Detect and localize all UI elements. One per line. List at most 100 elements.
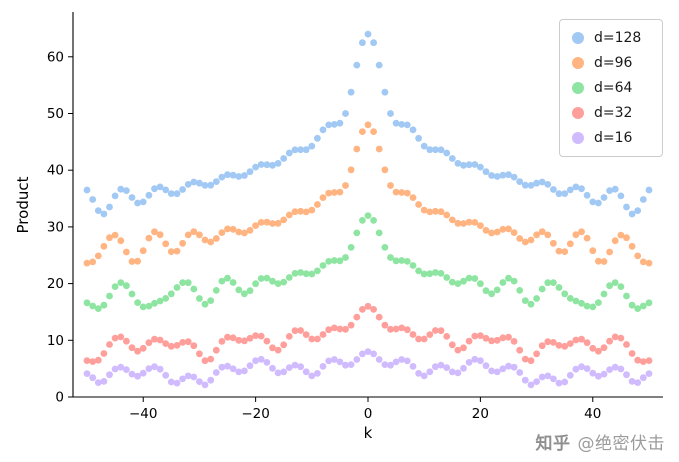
data-point (482, 168, 490, 176)
data-point (521, 376, 529, 384)
data-point (370, 217, 377, 224)
data-point (274, 219, 282, 227)
data-point (499, 171, 507, 179)
data-point (538, 228, 546, 236)
data-point (297, 207, 304, 215)
data-point (83, 299, 91, 307)
data-point (207, 297, 215, 304)
data-point (274, 160, 282, 167)
data-point (347, 166, 355, 174)
data-point (533, 179, 540, 187)
data-point (533, 295, 540, 302)
data-point (505, 362, 512, 370)
legend-marker-icon (572, 57, 584, 69)
data-point (527, 236, 535, 244)
legend-label: d=16 (594, 130, 633, 146)
data-point (173, 190, 181, 198)
data-point (409, 363, 417, 370)
data-point (375, 313, 383, 321)
data-point (387, 182, 394, 189)
data-point (623, 341, 630, 348)
data-point (241, 290, 248, 298)
series-d-64 (83, 212, 653, 312)
data-point (184, 231, 192, 239)
data-point (465, 161, 473, 169)
data-point (578, 185, 585, 193)
data-point (398, 356, 406, 363)
data-point (578, 363, 585, 371)
data-point (336, 325, 344, 333)
data-point (538, 342, 546, 350)
data-point (336, 257, 344, 265)
data-point (229, 279, 237, 286)
data-point (229, 334, 237, 342)
legend-label: d=96 (594, 55, 633, 71)
data-point (533, 350, 540, 358)
data-point (516, 178, 524, 186)
data-point (167, 190, 175, 198)
data-point (201, 236, 209, 244)
data-point (550, 239, 557, 247)
data-point (482, 334, 490, 342)
series-d-32 (83, 302, 653, 365)
data-point (387, 325, 394, 333)
data-point (578, 228, 585, 236)
data-point (336, 119, 344, 127)
data-point (201, 182, 209, 189)
data-point (432, 146, 439, 154)
data-point (611, 363, 619, 371)
data-point (493, 228, 501, 236)
data-point (561, 190, 569, 198)
data-point (493, 336, 501, 344)
data-point (617, 365, 625, 373)
data-point (600, 258, 608, 265)
data-point (241, 229, 248, 237)
data-point (521, 181, 529, 189)
data-point (381, 361, 389, 368)
data-point (252, 280, 259, 288)
data-point (297, 363, 304, 371)
data-point (510, 173, 518, 181)
data-point (106, 371, 113, 379)
data-point (634, 207, 642, 215)
data-point (100, 378, 108, 385)
data-point (280, 155, 288, 162)
data-point (645, 259, 653, 267)
data-point (505, 333, 512, 341)
data-point (212, 287, 220, 294)
data-point (477, 163, 484, 171)
data-point (561, 342, 569, 350)
data-point (583, 365, 591, 372)
data-point (527, 357, 535, 365)
data-point (398, 257, 406, 264)
data-point (403, 326, 411, 334)
data-point (370, 306, 377, 313)
data-point (167, 248, 175, 256)
data-point (134, 299, 142, 306)
data-point (370, 39, 377, 47)
data-point (583, 339, 591, 347)
data-point (89, 302, 97, 310)
data-point (493, 286, 501, 294)
data-point (617, 283, 625, 290)
y-tick-label: 20 (47, 276, 64, 292)
y-axis-label: Product (14, 176, 32, 234)
data-point (628, 210, 636, 218)
data-point (145, 339, 153, 347)
data-point (117, 237, 125, 245)
data-point (241, 172, 248, 179)
data-point (415, 201, 422, 208)
data-point (499, 334, 507, 342)
data-point (347, 88, 355, 96)
data-point (291, 146, 299, 154)
data-point (106, 203, 113, 211)
data-point (291, 327, 299, 335)
data-point (291, 270, 299, 277)
legend-item-d-32: d=32 (572, 105, 646, 121)
data-point (263, 359, 271, 366)
data-point (639, 196, 647, 203)
data-point (196, 350, 203, 358)
data-point (426, 146, 434, 154)
data-point (280, 368, 288, 376)
data-point (128, 370, 136, 378)
